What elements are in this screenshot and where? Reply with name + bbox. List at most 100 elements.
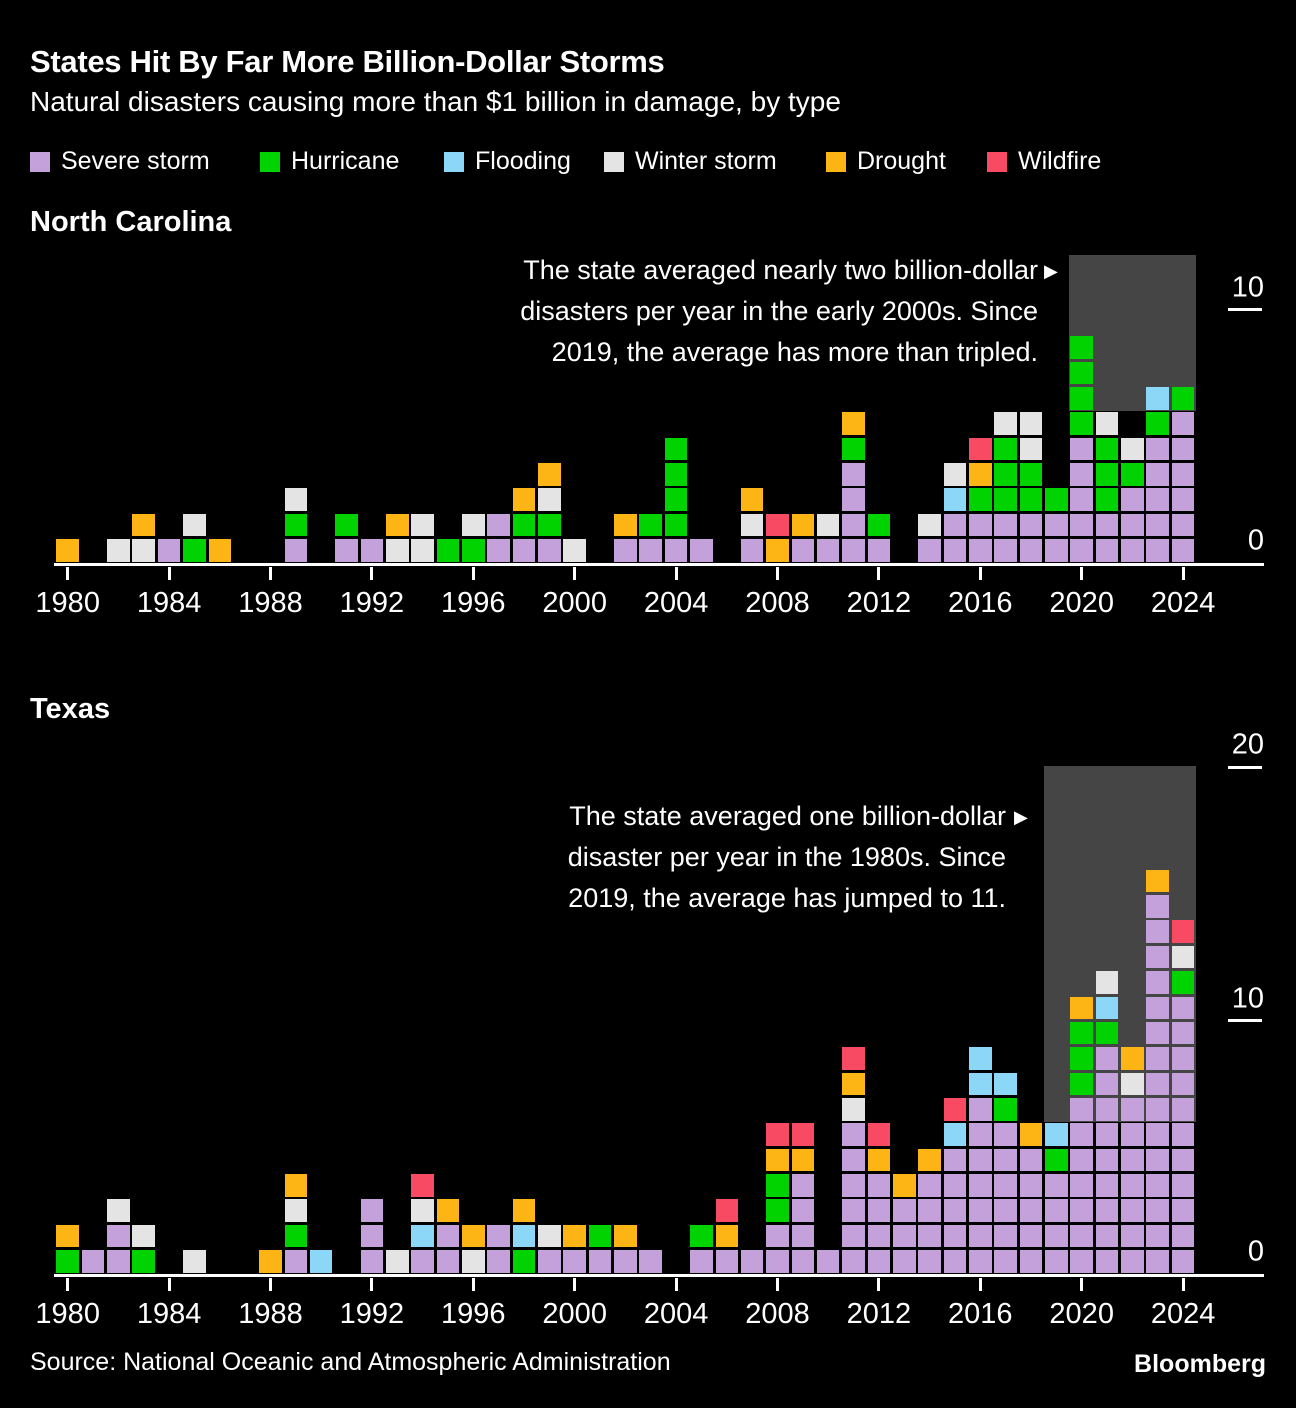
disaster-block-severe-storm: [1146, 539, 1170, 562]
legend-label: Hurricane: [291, 147, 400, 175]
disaster-block-severe-storm: [1070, 1148, 1093, 1172]
x-tick: [269, 567, 272, 580]
disaster-block-severe-storm: [969, 1199, 992, 1222]
disaster-block-winter-storm: [538, 1224, 561, 1248]
y-tick-label: 0: [1247, 524, 1264, 557]
disaster-block-hurricane: [1171, 386, 1195, 410]
legend-item-wildfire: Wildfire: [987, 147, 1101, 176]
x-tick: [66, 1278, 70, 1291]
x-tick: [1181, 1278, 1185, 1291]
disaster-block-severe-storm: [842, 513, 865, 537]
disaster-block-severe-storm: [1070, 1224, 1093, 1248]
disaster-block-wildfire: [842, 1047, 865, 1070]
winter-storm-swatch-icon: [604, 151, 624, 172]
disaster-block-wildfire: [411, 1173, 434, 1197]
disaster-block-severe-storm: [816, 1250, 840, 1273]
x-tick: [978, 567, 982, 580]
disaster-block-winter-storm: [1121, 1072, 1144, 1096]
disaster-block-severe-storm: [360, 1199, 384, 1222]
disaster-block-hurricane: [1095, 462, 1119, 486]
disaster-block-severe-storm: [1019, 1148, 1043, 1172]
disaster-block-hurricane: [1045, 488, 1068, 511]
x-tick-label: 1988: [238, 587, 303, 619]
disaster-block-severe-storm: [943, 1224, 967, 1248]
disaster-block-severe-storm: [1121, 488, 1144, 511]
disaster-block-severe-storm: [1171, 1021, 1195, 1045]
disaster-block-winter-storm: [994, 412, 1017, 435]
disaster-block-severe-storm: [969, 539, 992, 562]
y-tick-dash: [1228, 1019, 1262, 1022]
hurricane-swatch-icon: [260, 151, 280, 172]
legend-label: Severe storm: [61, 147, 210, 175]
disaster-block-severe-storm: [892, 1224, 916, 1248]
disaster-block-severe-storm: [639, 539, 663, 562]
x-tick-label: 1984: [136, 1298, 202, 1330]
disaster-block-severe-storm: [1019, 1250, 1043, 1273]
disaster-block-drought: [918, 1148, 941, 1172]
disaster-block-severe-storm: [512, 539, 536, 562]
disaster-block-severe-storm: [1045, 539, 1068, 562]
disaster-block-severe-storm: [1070, 539, 1093, 562]
x-tick: [674, 567, 678, 580]
disaster-block-severe-storm: [943, 1148, 967, 1172]
disaster-block-severe-storm: [1146, 437, 1170, 461]
disaster-block-severe-storm: [107, 1250, 130, 1273]
disaster-block-flooding: [411, 1224, 434, 1248]
disaster-block-severe-storm: [107, 1224, 130, 1248]
disaster-block-severe-storm: [1171, 488, 1195, 511]
x-tick-label: 2004: [643, 1298, 709, 1330]
disaster-block-drought: [259, 1250, 282, 1273]
disaster-block-severe-storm: [1095, 1123, 1119, 1146]
x-tick-label: 1992: [339, 1298, 405, 1330]
x-tick-label: 2004: [643, 587, 709, 619]
x-tick: [167, 1278, 171, 1291]
disaster-block-winter-storm: [1019, 437, 1043, 461]
x-tick-label: 2024: [1150, 1298, 1216, 1330]
disaster-block-severe-storm: [867, 539, 891, 562]
x-tick-label: 2016: [948, 1298, 1013, 1330]
disaster-block-severe-storm: [1019, 539, 1043, 562]
disaster-block-wildfire: [715, 1199, 739, 1222]
disaster-block-severe-storm: [1019, 1199, 1043, 1222]
x-tick: [370, 567, 374, 580]
disaster-block-severe-storm: [842, 462, 865, 486]
disaster-block-flooding: [1146, 386, 1170, 410]
disaster-block-severe-storm: [1095, 1173, 1119, 1197]
disaster-block-severe-storm: [1121, 1250, 1144, 1273]
disaster-block-hurricane: [664, 513, 688, 537]
disaster-block-severe-storm: [1095, 1047, 1119, 1070]
disaster-block-severe-storm: [1171, 1224, 1195, 1248]
disaster-block-severe-storm: [766, 1250, 789, 1273]
legend-label: Drought: [857, 147, 946, 175]
disaster-block-severe-storm: [538, 539, 561, 562]
disaster-block-severe-storm: [969, 1250, 992, 1273]
disaster-block-severe-storm: [614, 539, 637, 562]
x-tick-label: 2008: [745, 1298, 810, 1330]
flooding-swatch-icon: [444, 151, 464, 172]
disaster-block-severe-storm: [943, 1199, 967, 1222]
disaster-block-severe-storm: [816, 539, 840, 562]
disaster-block-severe-storm: [588, 1250, 612, 1273]
disaster-block-severe-storm: [1121, 1097, 1144, 1121]
disaster-block-severe-storm: [487, 539, 510, 562]
disaster-block-severe-storm: [994, 1250, 1017, 1273]
disaster-block-winter-storm: [842, 1097, 865, 1121]
disaster-block-severe-storm: [1171, 462, 1195, 486]
disaster-block-severe-storm: [1171, 1047, 1195, 1070]
disaster-block-winter-storm: [385, 1250, 409, 1273]
disaster-block-severe-storm: [994, 1224, 1017, 1248]
disaster-block-severe-storm: [1019, 1224, 1043, 1248]
disaster-block-severe-storm: [664, 539, 688, 562]
disaster-block-severe-storm: [1146, 1199, 1170, 1222]
legend-item-winter-storm: Winter storm: [604, 147, 777, 176]
x-tick: [877, 1278, 881, 1291]
x-tick-label: 2000: [542, 587, 607, 619]
disaster-block-severe-storm: [360, 1224, 384, 1248]
disaster-block-winter-storm: [107, 1199, 130, 1222]
disaster-block-severe-storm: [1045, 1199, 1068, 1222]
disaster-block-severe-storm: [1146, 920, 1170, 944]
disaster-block-severe-storm: [842, 1250, 865, 1273]
disaster-block-drought: [132, 513, 156, 537]
disaster-block-severe-storm: [842, 1123, 865, 1146]
x-tick-label: 2020: [1049, 587, 1114, 619]
